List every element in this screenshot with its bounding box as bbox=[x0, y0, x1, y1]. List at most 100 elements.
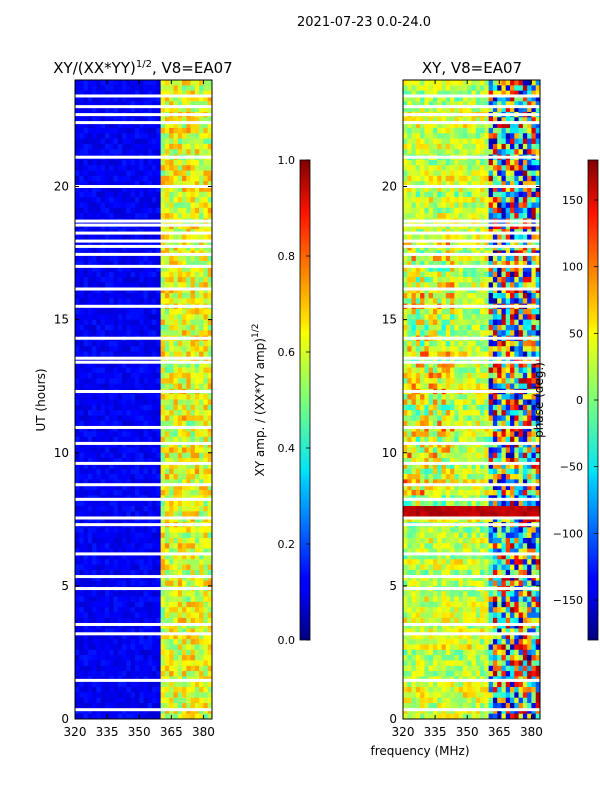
amplitude-cell bbox=[156, 85, 162, 92]
amplitude-cell bbox=[207, 314, 213, 321]
phase-cell bbox=[407, 239, 412, 246]
amplitude-cell bbox=[190, 458, 196, 464]
amplitude-cell bbox=[147, 490, 153, 496]
amplitude-cell bbox=[83, 223, 89, 230]
amplitude-cell bbox=[104, 623, 110, 629]
amplitude-cell bbox=[83, 245, 89, 251]
amplitude-cell bbox=[182, 239, 187, 246]
amplitude-cell bbox=[83, 564, 89, 571]
amplitude-cell bbox=[92, 569, 97, 576]
phase-cell bbox=[411, 175, 417, 182]
amplitude-cell bbox=[117, 479, 123, 486]
amplitude-cell bbox=[173, 372, 179, 379]
amplitude-cell bbox=[130, 426, 136, 432]
amplitude-cell bbox=[173, 223, 179, 230]
amplitude-cell bbox=[173, 458, 179, 464]
amplitude-cell bbox=[190, 133, 196, 139]
amplitude-cell bbox=[147, 623, 153, 629]
phase-cell bbox=[458, 117, 464, 124]
amplitude-cell bbox=[109, 490, 114, 496]
amplitude-cell bbox=[83, 314, 89, 321]
phase-cell bbox=[411, 181, 417, 187]
amplitude-cell bbox=[87, 607, 93, 613]
phase-cell bbox=[510, 197, 515, 203]
amplitude-cell bbox=[92, 234, 97, 241]
amplitude-cell bbox=[79, 660, 84, 667]
amplitude-cell bbox=[130, 234, 136, 241]
amplitude-cell bbox=[182, 436, 187, 443]
amplitude-cell bbox=[113, 601, 119, 608]
amplitude-cell bbox=[147, 415, 153, 422]
amplitude-cell bbox=[199, 143, 204, 150]
amplitude-cell bbox=[207, 543, 213, 550]
amplitude-cell bbox=[83, 420, 89, 427]
amplitude-cell bbox=[190, 106, 196, 113]
amplitude-cell bbox=[117, 564, 123, 571]
amplitude-cell bbox=[75, 101, 80, 108]
amplitude-cell bbox=[109, 138, 114, 145]
amplitude-cell bbox=[164, 266, 170, 273]
amplitude-cell bbox=[156, 394, 162, 400]
amplitude-cell bbox=[75, 223, 80, 230]
phase-cell bbox=[420, 223, 425, 230]
amplitude-cell bbox=[169, 394, 174, 400]
phase-cell bbox=[471, 191, 477, 198]
amplitude-cell bbox=[186, 596, 191, 603]
amplitude-cell bbox=[104, 703, 110, 709]
amplitude-cell bbox=[169, 372, 174, 379]
amplitude-cell bbox=[182, 245, 187, 251]
amplitude-cell bbox=[182, 106, 187, 113]
phase-cell bbox=[467, 90, 472, 97]
phase-cell bbox=[488, 159, 494, 166]
amplitude-cell bbox=[130, 617, 136, 624]
phase-cell bbox=[531, 197, 537, 203]
amplitude-cell bbox=[122, 617, 127, 624]
amplitude-cell bbox=[147, 261, 153, 267]
amplitude-cell bbox=[147, 644, 153, 651]
amplitude-cell bbox=[139, 580, 144, 587]
amplitude-cell bbox=[113, 548, 119, 555]
phase-cell bbox=[531, 223, 537, 230]
amplitude-cell bbox=[160, 537, 166, 544]
amplitude-cell bbox=[75, 181, 80, 187]
amplitude-cell bbox=[203, 623, 209, 629]
amplitude-cell bbox=[130, 346, 136, 352]
amplitude-cell bbox=[79, 261, 84, 267]
amplitude-flag-gap bbox=[75, 121, 212, 125]
phase-cell bbox=[518, 207, 524, 214]
amplitude-cell bbox=[109, 564, 114, 571]
amplitude-cell bbox=[87, 649, 93, 656]
amplitude-cell bbox=[152, 186, 157, 193]
amplitude-cell bbox=[139, 324, 144, 331]
amplitude-cell bbox=[75, 191, 80, 198]
amplitude-cell bbox=[79, 293, 84, 299]
phase-cell bbox=[450, 127, 455, 134]
amplitude-cell bbox=[190, 628, 196, 635]
amplitude-cell bbox=[130, 399, 136, 406]
amplitude-cell bbox=[126, 330, 132, 336]
phase-cell bbox=[518, 197, 524, 203]
amplitude-cell bbox=[139, 362, 144, 368]
amplitude-cell bbox=[190, 713, 196, 720]
amplitude-cell bbox=[177, 133, 183, 139]
amplitude-cell bbox=[117, 122, 123, 129]
phase-cell bbox=[415, 213, 421, 219]
amplitude-cell bbox=[207, 372, 213, 379]
amplitude-cell bbox=[109, 362, 114, 368]
amplitude-cell bbox=[177, 367, 183, 374]
amplitude-cell bbox=[122, 527, 127, 534]
amplitude-cell bbox=[113, 127, 119, 134]
phase-cell bbox=[454, 106, 460, 113]
amplitude-cell bbox=[194, 293, 200, 299]
amplitude-cell bbox=[134, 633, 140, 640]
amplitude-cell bbox=[96, 500, 102, 507]
amplitude-cell bbox=[156, 106, 162, 113]
amplitude-cell bbox=[169, 351, 174, 358]
amplitude-cell bbox=[134, 655, 140, 661]
amplitude-cell bbox=[152, 314, 157, 321]
amplitude-cell bbox=[126, 447, 132, 454]
amplitude-cell bbox=[117, 213, 123, 219]
amplitude-cell bbox=[177, 623, 183, 629]
amplitude-cell bbox=[92, 213, 97, 219]
amplitude-cell bbox=[134, 399, 140, 406]
